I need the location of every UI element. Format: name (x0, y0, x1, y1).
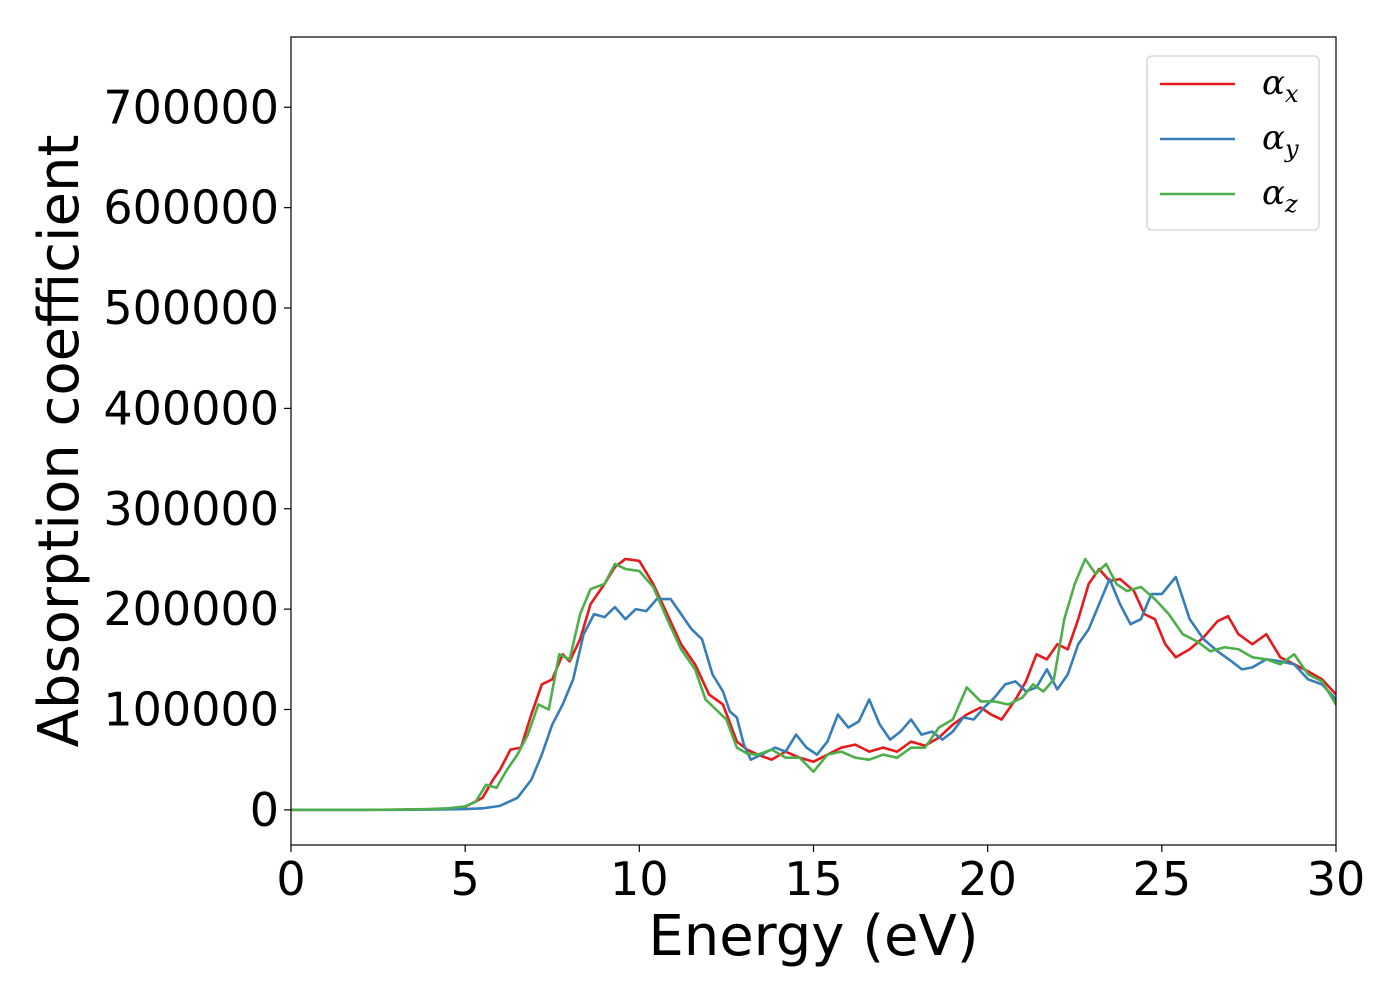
y-tick-label: 700000 (103, 80, 279, 134)
y-tick-label: 400000 (103, 381, 279, 435)
y-tick-label: 300000 (103, 482, 279, 536)
x-tick-label: 5 (451, 852, 480, 906)
legend-box (1146, 55, 1320, 231)
y-tick-label: 500000 (103, 281, 279, 335)
series-line-y (291, 575, 1336, 812)
series-layer (291, 557, 1336, 812)
y-tick-label: 200000 (103, 582, 279, 636)
legend-label-x: αx (1262, 63, 1299, 108)
x-tick-label: 20 (958, 852, 1017, 906)
x-tick-label: 10 (610, 852, 669, 906)
y-tick-label: 100000 (103, 682, 279, 736)
y-tick-label: 0 (250, 783, 279, 837)
legend-label-y: αy (1262, 118, 1299, 163)
series-line-z (291, 557, 1336, 812)
x-tick-label: 25 (1133, 852, 1192, 906)
x-tick-label: 15 (784, 852, 843, 906)
series-line-x (291, 557, 1336, 812)
legend: αx αy αz (1146, 55, 1320, 231)
x-tick-label: 0 (276, 852, 305, 906)
legend-label-z: αz (1262, 173, 1298, 218)
x-tick-label: 30 (1307, 852, 1366, 906)
x-axis-title: Energy (eV) (648, 904, 978, 969)
ticks-layer: 0 5 10 15 20 25 30 0 100000 200000 300000 400000 500… (103, 80, 1365, 906)
y-axis-title: Absorption coefficient (27, 135, 92, 748)
y-tick-label: 600000 (103, 181, 279, 235)
